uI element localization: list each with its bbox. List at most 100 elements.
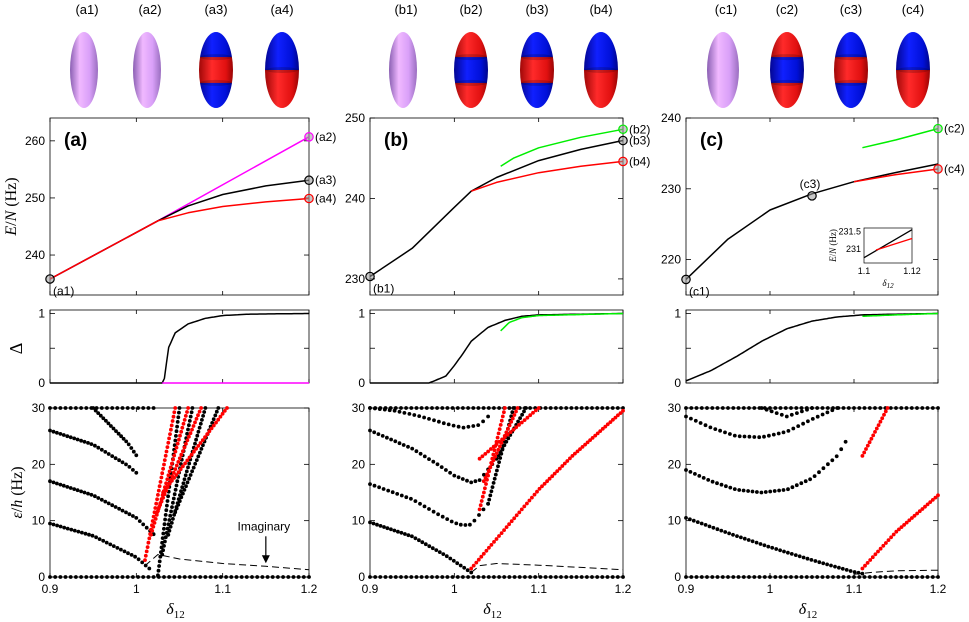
mode-dot xyxy=(885,406,890,410)
mode-dot xyxy=(146,540,151,545)
dotted-branch xyxy=(48,521,152,571)
mode-dot xyxy=(68,575,73,579)
mode-dot xyxy=(752,435,757,439)
mode-dot xyxy=(726,406,730,410)
mode-dot xyxy=(276,575,280,579)
mode-dot xyxy=(728,432,732,436)
mode-dot xyxy=(93,443,97,448)
mode-dot xyxy=(451,558,456,563)
density-thumbnail: (c1) xyxy=(707,2,739,108)
mode-dot xyxy=(846,575,851,579)
mode-dot xyxy=(484,548,489,553)
mode-dot xyxy=(98,413,103,418)
mode-dot xyxy=(469,566,474,571)
mode-dot xyxy=(178,433,182,438)
mode-dot xyxy=(574,575,579,579)
mode-dot xyxy=(797,554,802,559)
mode-dot xyxy=(444,468,448,472)
mode-dot xyxy=(120,406,125,410)
mode-dot xyxy=(167,575,172,579)
mode-dot xyxy=(786,487,790,492)
mode-dot xyxy=(585,406,589,410)
mode-dot xyxy=(173,406,178,410)
mode-dot xyxy=(784,414,789,419)
mode-dot xyxy=(699,406,704,410)
mode-dot xyxy=(920,507,925,511)
mode-dot xyxy=(481,479,486,484)
mode-dot xyxy=(219,575,223,579)
mode-dot xyxy=(48,575,52,579)
mode-dot xyxy=(863,563,867,568)
mode-dot xyxy=(491,481,496,485)
mode-dot xyxy=(723,530,728,534)
mode-dot xyxy=(127,512,132,517)
mode-dot xyxy=(382,525,386,529)
mode-dot xyxy=(841,575,846,579)
mode-dot xyxy=(176,502,181,507)
mode-dot xyxy=(835,406,840,410)
mode-dot xyxy=(540,484,544,489)
density-lobe xyxy=(707,32,739,108)
mode-dot xyxy=(143,563,148,568)
mode-dot xyxy=(499,418,504,423)
mode-dot xyxy=(693,418,698,423)
mode-dot xyxy=(882,412,886,417)
mode-dot xyxy=(103,499,108,504)
dotted-branch xyxy=(684,516,865,576)
mode-dot xyxy=(778,548,782,553)
mode-dot xyxy=(511,427,516,432)
mode-dot xyxy=(476,575,481,579)
mode-dot xyxy=(51,480,56,485)
mode-dot xyxy=(188,414,193,419)
mode-dot xyxy=(216,406,221,410)
dotted-branch xyxy=(48,575,311,579)
mode-dot xyxy=(936,575,940,579)
mode-dot xyxy=(143,558,147,562)
density-thumbnail: (b4) xyxy=(584,2,618,108)
thumbnail-label: (a1) xyxy=(75,2,98,17)
mode-dot xyxy=(741,406,746,410)
mode-dot xyxy=(557,466,562,471)
mode-dot xyxy=(715,406,720,410)
y-tick-label: 0 xyxy=(674,376,681,390)
mode-dot xyxy=(410,446,415,451)
dotted-branch xyxy=(368,482,490,527)
mode-dot xyxy=(899,525,904,529)
mode-dot xyxy=(404,575,408,579)
mode-dot xyxy=(466,575,470,579)
mode-dot xyxy=(616,413,620,418)
band-seam xyxy=(200,54,232,61)
mode-dot xyxy=(178,467,183,472)
mode-dot xyxy=(491,458,496,463)
mode-dot xyxy=(176,460,181,464)
thumbnail-label: (c4) xyxy=(902,2,924,17)
mode-dot xyxy=(193,461,198,466)
density-thumbnail: (c4) xyxy=(896,2,930,108)
mode-dot xyxy=(173,510,178,515)
mode-dot xyxy=(113,505,118,509)
x-tick-label: 1.2 xyxy=(301,582,318,596)
mode-dot xyxy=(182,575,187,579)
state-label: (c2) xyxy=(944,122,965,136)
mode-dot xyxy=(182,477,187,482)
mode-dot xyxy=(197,425,202,430)
mode-dot xyxy=(165,499,170,503)
state-marker xyxy=(618,135,628,146)
mode-dot xyxy=(843,439,848,444)
thumbnail-row: (a1) (a2) (a3) (a4) (b1) (b2) (b3) (b4) (c1) (c2)… xyxy=(70,2,930,108)
state-label: (b4) xyxy=(629,154,650,168)
state-label: (c3) xyxy=(800,177,821,191)
mode-dot xyxy=(805,407,809,412)
thumbnail-label: (b3) xyxy=(525,2,548,17)
mode-dot xyxy=(110,503,115,508)
mode-dot xyxy=(517,423,521,427)
mode-dot xyxy=(79,438,83,443)
mode-dot xyxy=(141,522,146,527)
plot-panel-bogo-2: 0 10 20 30 0.9 1 1.1 1.2 δ12 xyxy=(668,401,947,621)
state-label: (b2) xyxy=(629,122,650,136)
mode-dot xyxy=(481,575,486,579)
mode-dot xyxy=(476,423,481,427)
mode-dot xyxy=(808,477,812,482)
mode-dot xyxy=(588,438,592,442)
